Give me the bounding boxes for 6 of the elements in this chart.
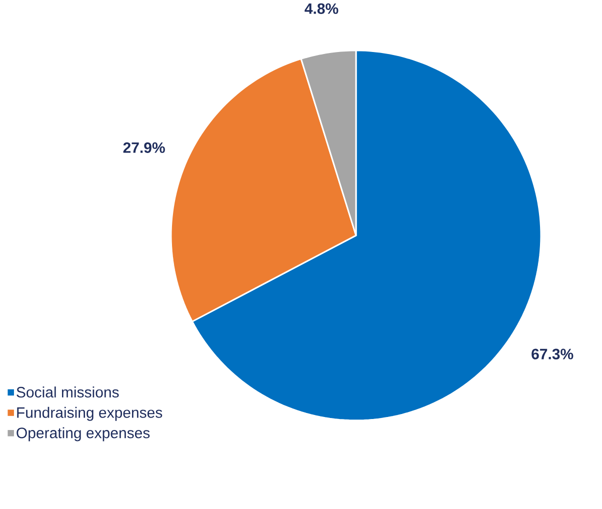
data-label: 67.3% [532, 348, 574, 360]
legend-label: Operating expenses [16, 427, 150, 442]
legend-label: Social missions [16, 386, 119, 398]
data-label: 4.8% [304, 3, 338, 14]
legend-label: Fundraising expenses [17, 406, 162, 421]
data-label: 27.9% [123, 142, 165, 153]
